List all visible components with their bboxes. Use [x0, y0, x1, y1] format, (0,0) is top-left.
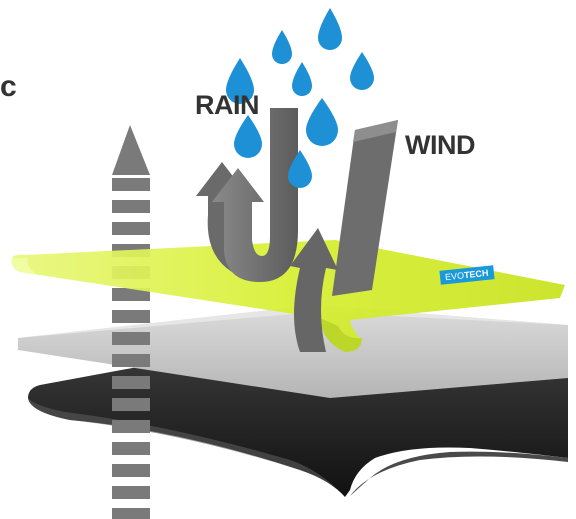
wind-arrow-icon	[332, 120, 398, 296]
rain-drop-icon	[350, 52, 374, 90]
wind-return-arrow-icon	[290, 228, 338, 352]
membrane-layer	[11, 240, 565, 352]
rain-label: RAIN	[195, 90, 260, 120]
rain-drop-icon	[234, 115, 262, 158]
vapor-arrow-icon	[112, 125, 150, 519]
rain-drop-icon	[226, 58, 254, 104]
rain-drop-icon	[272, 30, 292, 64]
brand-badge-part1: EVO	[444, 270, 465, 283]
rain-drop-icon	[318, 8, 342, 50]
rain-arrow-icon	[212, 108, 298, 282]
wind-label: WIND	[405, 130, 475, 160]
rain-drops	[226, 8, 374, 188]
left-edge-glyph: c	[0, 70, 17, 103]
rain-drop-icon	[288, 150, 312, 188]
rain-drop-icon	[292, 62, 312, 96]
brand-badge-part2: TECH	[463, 267, 489, 281]
rain-drop-icon	[306, 98, 338, 146]
